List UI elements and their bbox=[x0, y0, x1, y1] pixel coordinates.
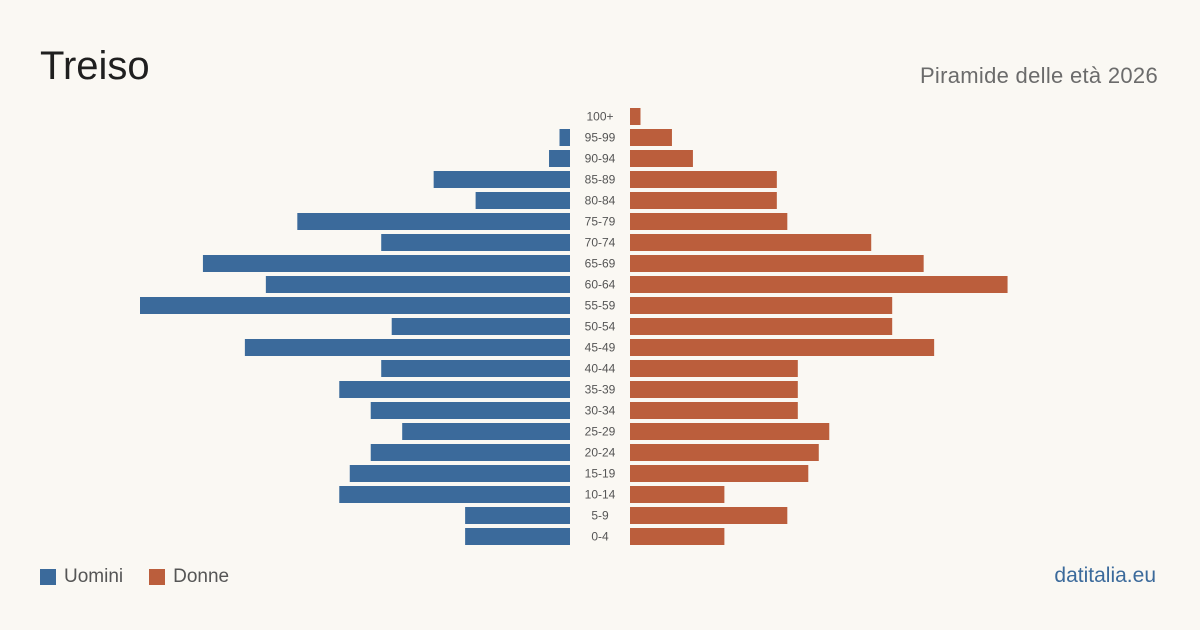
legend-label-women: Donne bbox=[173, 566, 230, 587]
bar-men-60-64 bbox=[265, 276, 570, 293]
bar-men-65-69 bbox=[202, 255, 571, 272]
bar-women-15-19 bbox=[630, 465, 809, 482]
bar-women-85-89 bbox=[630, 171, 777, 188]
chart-subtitle: Piramide delle età 2026 bbox=[919, 63, 1158, 88]
bar-men-5-9 bbox=[465, 507, 570, 524]
age-label-70-74: 70-74 bbox=[585, 236, 616, 250]
bar-women-75-79 bbox=[630, 213, 788, 230]
age-label-55-59: 55-59 bbox=[585, 299, 616, 313]
age-label-45-49: 45-49 bbox=[585, 341, 616, 355]
bar-men-50-54 bbox=[391, 318, 570, 335]
bar-women-100+ bbox=[630, 108, 641, 125]
bar-women-50-54 bbox=[630, 318, 893, 335]
bar-women-5-9 bbox=[630, 507, 788, 524]
legend-item-women: Donne bbox=[149, 566, 229, 588]
age-label-0-4: 0-4 bbox=[591, 530, 609, 544]
age-label-20-24: 20-24 bbox=[585, 446, 616, 460]
legend-label-men: Uomini bbox=[64, 566, 124, 587]
age-label-85-89: 85-89 bbox=[585, 173, 616, 187]
bar-women-45-49 bbox=[630, 339, 935, 356]
bar-women-10-14 bbox=[630, 486, 725, 503]
bar-men-55-59 bbox=[140, 297, 570, 314]
bar-women-60-64 bbox=[630, 276, 1008, 293]
bar-men-45-49 bbox=[244, 339, 570, 356]
bar-women-35-39 bbox=[630, 381, 798, 398]
age-label-50-54: 50-54 bbox=[585, 320, 616, 334]
age-label-25-29: 25-29 bbox=[585, 425, 616, 439]
bar-women-55-59 bbox=[630, 297, 893, 314]
bar-women-0-4 bbox=[630, 528, 725, 545]
page-title: Treiso bbox=[40, 44, 150, 88]
bar-women-80-84 bbox=[630, 192, 777, 209]
bar-men-85-89 bbox=[433, 171, 570, 188]
age-label-95-99: 95-99 bbox=[585, 131, 616, 145]
bar-men-20-24 bbox=[370, 444, 570, 461]
bar-men-80-84 bbox=[475, 192, 570, 209]
bar-women-65-69 bbox=[630, 255, 924, 272]
age-label-100+: 100+ bbox=[586, 110, 613, 124]
bar-women-40-44 bbox=[630, 360, 798, 377]
bar-women-25-29 bbox=[630, 423, 830, 440]
age-label-80-84: 80-84 bbox=[585, 194, 616, 208]
bar-men-0-4 bbox=[465, 528, 570, 545]
legend-item-men: Uomini bbox=[40, 566, 123, 588]
age-label-30-34: 30-34 bbox=[585, 404, 616, 418]
age-label-10-14: 10-14 bbox=[585, 488, 616, 502]
bar-women-20-24 bbox=[630, 444, 819, 461]
legend: Uomini Donne bbox=[40, 566, 255, 588]
bar-men-95-99 bbox=[559, 129, 570, 146]
bar-men-10-14 bbox=[339, 486, 570, 503]
bar-men-30-34 bbox=[370, 402, 570, 419]
age-label-60-64: 60-64 bbox=[585, 278, 616, 292]
age-label-5-9: 5-9 bbox=[591, 509, 609, 523]
bar-men-25-29 bbox=[402, 423, 570, 440]
legend-swatch-women bbox=[149, 569, 166, 585]
bar-men-35-39 bbox=[339, 381, 570, 398]
bar-women-90-94 bbox=[630, 150, 693, 167]
age-label-90-94: 90-94 bbox=[585, 152, 616, 166]
bar-men-75-79 bbox=[297, 213, 570, 230]
bar-men-90-94 bbox=[549, 150, 570, 167]
brand-link[interactable]: datitalia.eu bbox=[1054, 564, 1156, 587]
bar-women-30-34 bbox=[630, 402, 798, 419]
legend-swatch-men bbox=[40, 569, 56, 585]
age-label-15-19: 15-19 bbox=[585, 467, 616, 481]
age-label-35-39: 35-39 bbox=[585, 383, 616, 397]
bar-men-15-19 bbox=[349, 465, 570, 482]
bar-women-95-99 bbox=[630, 129, 672, 146]
age-label-65-69: 65-69 bbox=[585, 257, 616, 271]
bar-women-70-74 bbox=[630, 234, 872, 251]
age-label-40-44: 40-44 bbox=[585, 362, 616, 376]
bar-men-40-44 bbox=[381, 360, 570, 377]
bar-men-70-74 bbox=[381, 234, 570, 251]
age-label-75-79: 75-79 bbox=[585, 215, 616, 229]
